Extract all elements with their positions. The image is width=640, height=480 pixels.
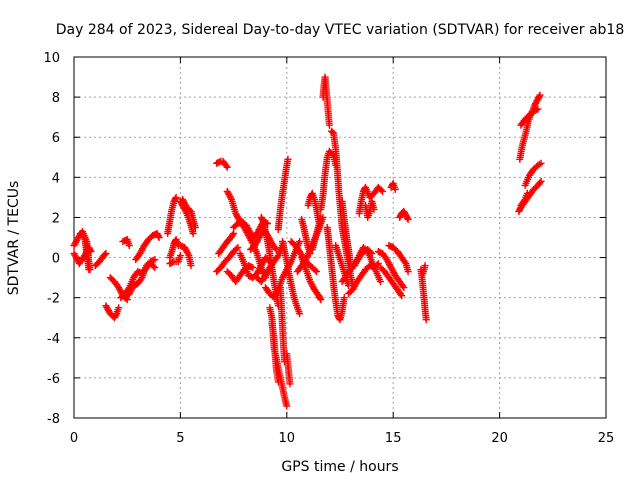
x-tick-label: 0 [70,431,78,446]
plot-border [73,56,607,419]
data-point [115,304,123,312]
data-point [232,245,240,253]
data-point [404,268,412,276]
y-tick-label: 8 [52,91,60,106]
data-point [227,194,235,202]
data-point [234,244,242,251]
data-point [189,230,197,237]
chart-title: Day 284 of 2023, Sidereal Day-to-day VTE… [56,22,625,38]
data-point [397,290,405,298]
x-tick-label: 15 [385,431,402,446]
data-point [379,187,387,195]
data-point [296,238,304,245]
data-point [101,251,109,258]
data-point [345,282,352,290]
data-point [311,266,319,274]
data-point [171,195,179,203]
data-point [283,402,291,410]
data-point [155,234,163,241]
y-tick-label: 4 [52,171,60,186]
data-point [271,244,279,252]
data-point [377,186,385,194]
data-point [533,106,540,114]
data-point [125,290,133,298]
data-point [523,189,531,197]
data-point [370,205,378,213]
data-point [536,160,543,168]
data-point [222,162,230,170]
data-point [284,155,292,163]
data-point [229,231,236,239]
data-point [537,159,545,167]
y-tick-label: -2 [47,292,60,307]
x-tick-label: 25 [598,431,615,446]
data-point [306,250,314,257]
data-point [317,213,325,221]
data-point [399,282,407,290]
data-point [296,310,304,318]
y-tick-label: -8 [47,412,60,427]
data-points [70,73,545,410]
data-point [398,292,406,300]
data-point [400,284,408,292]
data-point [274,378,282,386]
data-point [273,253,281,261]
data-point [313,268,321,276]
data-point [124,291,132,299]
data-point [340,294,348,302]
x-axis-label: GPS time / hours [281,459,398,475]
data-point [125,242,133,249]
data-point [249,264,257,272]
data-point [391,185,399,193]
data-point [317,296,325,304]
data-point [401,258,409,266]
data-point [537,177,545,185]
y-tick-label: 2 [52,211,60,226]
tick-labels: 0 5 10 15 20 25 -8 -6 -4 -2 0 2 4 6 8 10 [43,51,614,446]
y-axis-label: SDTVAR / TECUs [6,181,22,296]
y-tick-label: 6 [52,131,60,146]
data-point [421,262,429,270]
x-tick-label: 20 [491,431,508,446]
y-tick-label: 0 [52,252,60,267]
data-point [536,91,544,99]
data-point [534,105,542,113]
data-point [176,252,184,260]
data-point [151,256,159,264]
data-point [404,215,412,223]
data-point [376,278,384,286]
y-tick-label: 10 [43,51,60,66]
data-point [172,193,180,201]
data-point [187,262,195,270]
data-point [151,264,159,272]
data-point [102,250,110,257]
data-point [536,179,544,187]
y-tick-label: -6 [47,372,60,387]
data-point [325,121,333,129]
data-point [191,224,199,231]
data-point [85,266,93,274]
data-point [223,163,231,171]
x-tick-label: 10 [279,431,296,446]
data-point [422,316,430,324]
data-point [286,380,294,388]
data-point [149,262,157,270]
data-point [154,232,162,240]
plot-frame [73,56,607,419]
y-tick-label: -4 [47,332,60,347]
x-tick-label: 5 [176,431,184,446]
data-point [230,230,238,237]
